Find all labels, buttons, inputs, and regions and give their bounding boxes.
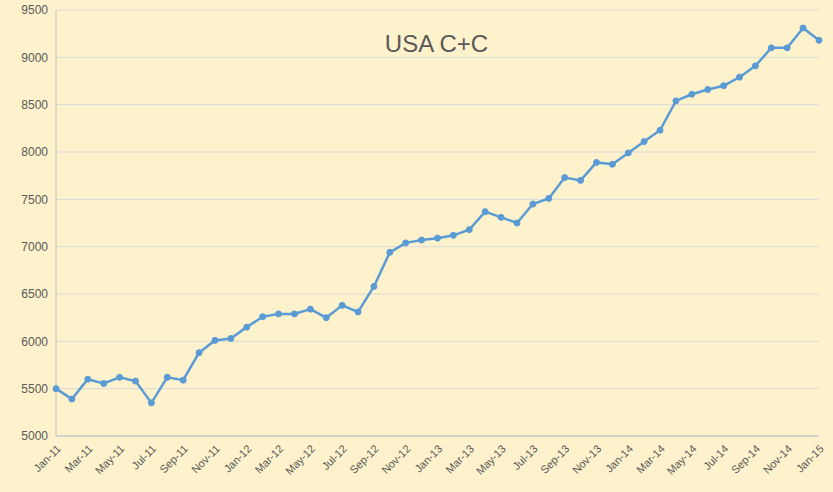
svg-text:May-11: May-11 (93, 442, 127, 476)
svg-text:5500: 5500 (21, 382, 48, 396)
svg-text:6500: 6500 (21, 287, 48, 301)
svg-text:8500: 8500 (21, 98, 48, 112)
svg-text:Jan-13: Jan-13 (412, 442, 444, 474)
svg-text:Mar-13: Mar-13 (443, 442, 476, 475)
svg-text:Nov-14: Nov-14 (761, 442, 795, 476)
svg-text:7500: 7500 (21, 193, 48, 207)
svg-text:Jul-14: Jul-14 (701, 442, 731, 472)
svg-text:Sep-11: Sep-11 (157, 442, 190, 475)
svg-text:May-13: May-13 (474, 442, 508, 476)
svg-text:Sep-13: Sep-13 (538, 442, 572, 476)
svg-text:Nov-13: Nov-13 (570, 442, 604, 476)
svg-text:Jan-15: Jan-15 (794, 442, 825, 474)
svg-text:Sep-14: Sep-14 (729, 442, 763, 476)
svg-text:May-12: May-12 (283, 442, 317, 476)
svg-text:Sep-12: Sep-12 (347, 442, 381, 476)
svg-text:Mar-14: Mar-14 (634, 442, 667, 475)
svg-text:Nov-11: Nov-11 (189, 442, 222, 475)
html-text:USA C+C: USA C+C (384, 30, 489, 57)
svg-text:6000: 6000 (21, 335, 48, 349)
svg-text:5000: 5000 (21, 429, 48, 443)
svg-text:Jan-14: Jan-14 (603, 442, 635, 474)
svg-text:Jan-11: Jan-11 (31, 442, 63, 474)
svg-text:Nov-12: Nov-12 (379, 442, 413, 476)
svg-text:Jul-13: Jul-13 (510, 442, 540, 472)
svg-text:7000: 7000 (21, 240, 48, 254)
svg-text:9500: 9500 (21, 3, 48, 17)
svg-text:9000: 9000 (21, 51, 48, 65)
svg-text:May-14: May-14 (664, 442, 698, 476)
svg-text:8000: 8000 (21, 145, 48, 159)
svg-text:Mar-11: Mar-11 (62, 442, 95, 475)
svg-text:Jul-11: Jul-11 (129, 442, 158, 471)
svg-text:Jul-12: Jul-12 (319, 442, 349, 472)
svg-text:Jan-12: Jan-12 (221, 442, 253, 474)
svg-text:Mar-12: Mar-12 (252, 442, 285, 475)
